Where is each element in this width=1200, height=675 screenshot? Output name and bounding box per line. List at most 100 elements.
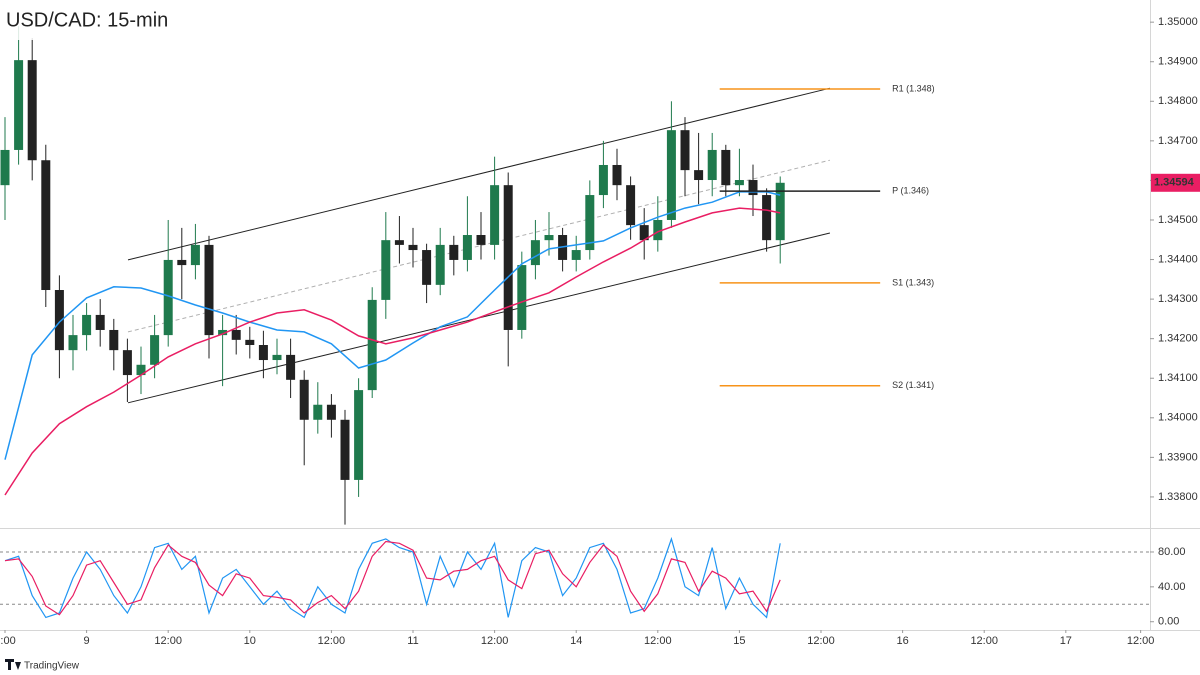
last-price-tag — [1151, 173, 1200, 192]
x-tick-label: 9 — [84, 635, 90, 647]
pivot-label: P (1.346) — [892, 185, 929, 195]
candle-body — [367, 299, 377, 391]
candle-body — [694, 170, 704, 181]
x-tick-label: 15 — [733, 635, 745, 647]
x-tick-label: 14 — [570, 635, 582, 647]
x-tick-label: 17 — [1060, 635, 1072, 647]
candle-body — [408, 244, 418, 251]
y-tick-label: 1.33900 — [1158, 451, 1198, 463]
candle-body — [0, 149, 10, 186]
candle-body — [530, 240, 540, 266]
candle-body — [272, 354, 282, 361]
candle-body — [626, 185, 636, 226]
y-tick-label: 1.34700 — [1158, 135, 1198, 147]
candle-body — [286, 354, 296, 380]
candle-body — [340, 419, 350, 480]
x-tick-label: 11 — [407, 635, 418, 647]
x-tick-label: 12:00 — [644, 635, 672, 647]
x-tick-label: 12:00 — [970, 635, 998, 647]
candle-body — [585, 195, 595, 251]
candle-body — [95, 314, 105, 330]
stochastic-line — [4, 540, 781, 616]
candle-body — [313, 404, 323, 420]
candle-body — [762, 195, 772, 241]
candle-body — [54, 290, 64, 351]
pivot-label: R1 (1.348) — [892, 83, 935, 93]
y-tick-label: 80.00 — [1158, 546, 1186, 558]
candle-body — [544, 235, 554, 241]
y-tick-label: 40.00 — [1158, 581, 1186, 593]
candle-body — [666, 130, 676, 220]
candle-body — [109, 329, 119, 351]
candle-body — [299, 379, 309, 420]
moving-average — [4, 207, 781, 496]
y-tick-label: 0.00 — [1158, 616, 1179, 628]
plot: R1 (1.348) P (1.346) S1 (1.343) S2 (1.341) — [0, 26, 1150, 619]
y-tick-label: 1.33800 — [1158, 491, 1198, 503]
candle-body — [490, 185, 500, 245]
stochastic-line — [4, 536, 781, 619]
channel-line — [127, 87, 831, 261]
candle-body — [27, 60, 37, 161]
candle-body — [653, 219, 663, 241]
moving-average — [4, 191, 781, 460]
x-tick-label: 10 — [244, 635, 256, 647]
candle-body — [136, 364, 146, 376]
y-tick-label: 1.34400 — [1158, 253, 1198, 265]
candle-body — [775, 182, 785, 241]
candle-body — [163, 259, 173, 336]
y-tick-label: 1.34100 — [1158, 372, 1198, 384]
candle-body — [639, 225, 649, 241]
x-tick-label: 12:00 — [154, 635, 182, 647]
last-price-label: 1.34594 — [1154, 177, 1195, 189]
candle-body — [177, 259, 187, 266]
x-tick-label: 12:00 — [481, 635, 509, 647]
candle-body — [721, 149, 731, 186]
y-tick-label: 1.34800 — [1158, 95, 1198, 107]
candle-body — [422, 250, 432, 285]
candle-body — [476, 235, 486, 245]
branding: TradingView — [24, 661, 80, 672]
candle-body — [734, 180, 744, 186]
candle-body — [517, 265, 527, 330]
candle-body — [204, 244, 214, 336]
candle-body — [598, 164, 608, 196]
candle-body — [449, 244, 459, 260]
candle-body — [571, 250, 581, 260]
candle-body — [122, 350, 132, 376]
candle-body — [41, 160, 51, 291]
x-tick-label: 2:00 — [0, 635, 16, 647]
candle-body — [82, 314, 92, 336]
candle-body — [150, 335, 160, 365]
y-tick-label: 1.34000 — [1158, 412, 1198, 424]
y-tick-label: 1.34500 — [1158, 214, 1198, 226]
pivot-label: S2 (1.341) — [892, 380, 934, 390]
title-backdrop — [0, 0, 180, 40]
candle-body — [503, 185, 513, 330]
x-tick-label: 12:00 — [318, 635, 346, 647]
x-tick-label: 12:00 — [807, 635, 835, 647]
y-tick-label: 1.35000 — [1158, 16, 1198, 28]
candle-body — [381, 240, 391, 300]
candle-body — [68, 335, 78, 351]
candle-body — [680, 130, 690, 171]
pivot-label: S1 (1.343) — [892, 277, 934, 287]
candle-body — [394, 240, 404, 245]
candle-body — [748, 180, 758, 196]
candle-body — [326, 404, 336, 420]
candle-body — [435, 244, 445, 285]
x-tick-label: 12:00 — [1127, 635, 1155, 647]
y-tick-label: 1.34900 — [1158, 56, 1198, 68]
x-tick-label: 16 — [896, 635, 908, 647]
candle-body — [354, 390, 364, 480]
y-tick-label: 1.34300 — [1158, 293, 1198, 305]
candle-body — [14, 60, 24, 150]
candle-body — [245, 339, 255, 346]
candle-body — [218, 329, 228, 336]
channel-line — [127, 159, 831, 333]
candle-body — [707, 149, 717, 181]
candle-body — [258, 345, 268, 361]
candle-body — [462, 235, 472, 260]
